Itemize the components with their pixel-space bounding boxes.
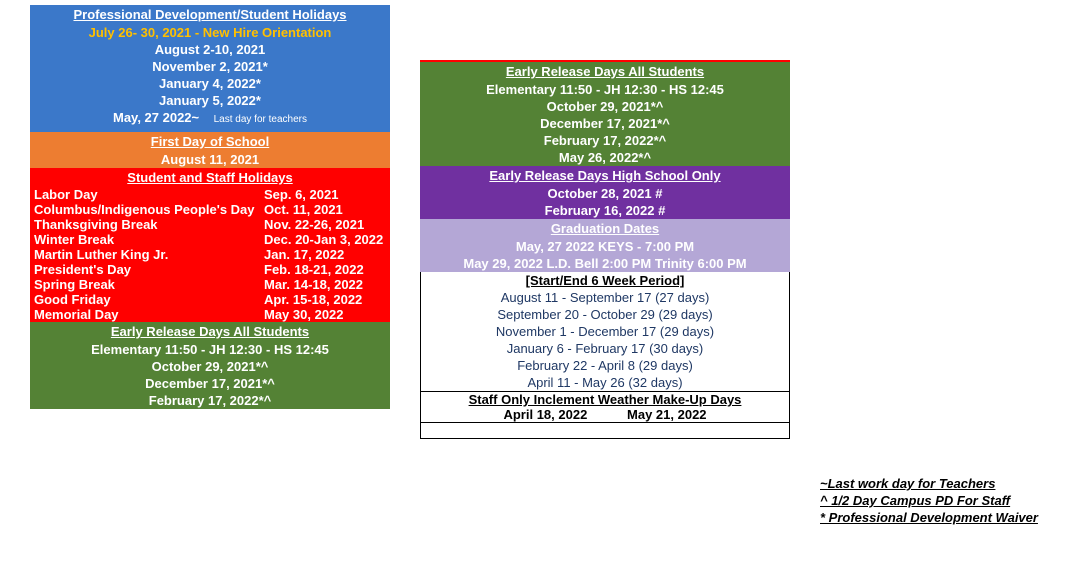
- grad-title: Graduation Dates: [420, 219, 790, 238]
- early-all-date: December 17, 2021*^: [420, 115, 790, 132]
- firstday-title: First Day of School: [30, 132, 390, 151]
- inclement-dates: April 18, 2022 May 21, 2022: [420, 407, 790, 423]
- legend-line: ~Last work day for Teachers: [820, 475, 1050, 492]
- pd-title: Professional Development/Student Holiday…: [30, 5, 390, 24]
- early-all-date: May 26, 2022*^: [420, 149, 790, 166]
- holidays-block: Student and Staff Holidays Labor DaySep.…: [30, 168, 390, 322]
- holiday-row: Memorial DayMay 30, 2022: [30, 307, 390, 322]
- early-all-block: Early Release Days All Students Elementa…: [420, 60, 790, 166]
- sixweek-line: January 6 - February 17 (30 days): [421, 340, 789, 357]
- early-left-sub: Elementary 11:50 - JH 12:30 - HS 12:45: [30, 341, 390, 358]
- sixweek-block: [Start/End 6 Week Period] August 11 - Se…: [420, 272, 790, 391]
- early-all-title: Early Release Days All Students: [420, 62, 790, 81]
- grad-block: Graduation Dates May, 27 2022 KEYS - 7:0…: [420, 219, 790, 272]
- early-hs-title: Early Release Days High School Only: [420, 166, 790, 185]
- grad-line: May 29, 2022 L.D. Bell 2:00 PM Trinity 6…: [420, 255, 790, 272]
- pd-orientation: July 26- 30, 2021 - New Hire Orientation: [30, 24, 390, 41]
- pd-date: January 5, 2022*: [30, 92, 390, 109]
- legend-column: ~Last work day for Teachers ^ 1/2 Day Ca…: [820, 475, 1050, 526]
- firstday-block: First Day of School August 11, 2021: [30, 132, 390, 168]
- legend-line: * Professional Development Waiver: [820, 509, 1050, 526]
- holiday-row: Labor DaySep. 6, 2021: [30, 187, 390, 202]
- pd-lastday-date: May, 27 2022~: [113, 110, 199, 125]
- sixweek-line: August 11 - September 17 (27 days): [421, 289, 789, 306]
- holiday-row: Thanksgiving BreakNov. 22-26, 2021: [30, 217, 390, 232]
- early-hs-date: October 28, 2021 #: [420, 185, 790, 202]
- legend-line: ^ 1/2 Day Campus PD For Staff: [820, 492, 1050, 509]
- early-hs-date: February 16, 2022 #: [420, 202, 790, 219]
- holiday-row: Winter BreakDec. 20-Jan 3, 2022: [30, 232, 390, 247]
- holiday-row: Columbus/Indigenous People's DayOct. 11,…: [30, 202, 390, 217]
- early-all-date: October 29, 2021*^: [420, 98, 790, 115]
- pd-lastday: May, 27 2022~ Last day for teachers: [30, 109, 390, 126]
- early-left-title: Early Release Days All Students: [30, 322, 390, 341]
- early-hs-block: Early Release Days High School Only Octo…: [420, 166, 790, 219]
- left-column: Professional Development/Student Holiday…: [30, 5, 390, 409]
- pd-date: August 2-10, 2021: [30, 41, 390, 58]
- early-all-date: February 17, 2022*^: [420, 132, 790, 149]
- early-left-block: Early Release Days All Students Elementa…: [30, 322, 390, 409]
- early-left-date: December 17, 2021*^: [30, 375, 390, 392]
- firstday-date: August 11, 2021: [30, 151, 390, 168]
- holiday-row: Spring BreakMar. 14-18, 2022: [30, 277, 390, 292]
- board-approved: Board Approved January 11, 2021: [420, 423, 790, 439]
- sixweek-line: April 11 - May 26 (32 days): [421, 374, 789, 391]
- pd-date: November 2, 2021*: [30, 58, 390, 75]
- holiday-row: President's DayFeb. 18-21, 2022: [30, 262, 390, 277]
- early-all-sub: Elementary 11:50 - JH 12:30 - HS 12:45: [420, 81, 790, 98]
- holiday-row: Good FridayApr. 15-18, 2022: [30, 292, 390, 307]
- holiday-row: Martin Luther King Jr.Jan. 17, 2022: [30, 247, 390, 262]
- sixweek-line: February 22 - April 8 (29 days): [421, 357, 789, 374]
- early-left-date: February 17, 2022*^: [30, 392, 390, 409]
- pd-date: January 4, 2022*: [30, 75, 390, 92]
- calendar-layout: Professional Development/Student Holiday…: [0, 0, 1081, 526]
- middle-column: Early Release Days All Students Elementa…: [420, 60, 790, 439]
- sixweek-line: September 20 - October 29 (29 days): [421, 306, 789, 323]
- pd-block: Professional Development/Student Holiday…: [30, 5, 390, 132]
- sixweek-title: [Start/End 6 Week Period]: [421, 272, 789, 289]
- holidays-title: Student and Staff Holidays: [30, 168, 390, 187]
- grad-line: May, 27 2022 KEYS - 7:00 PM: [420, 238, 790, 255]
- early-left-date: October 29, 2021*^: [30, 358, 390, 375]
- inclement-title: Staff Only Inclement Weather Make-Up Day…: [420, 391, 790, 407]
- pd-lastday-note: Last day for teachers: [214, 114, 307, 125]
- sixweek-line: November 1 - December 17 (29 days): [421, 323, 789, 340]
